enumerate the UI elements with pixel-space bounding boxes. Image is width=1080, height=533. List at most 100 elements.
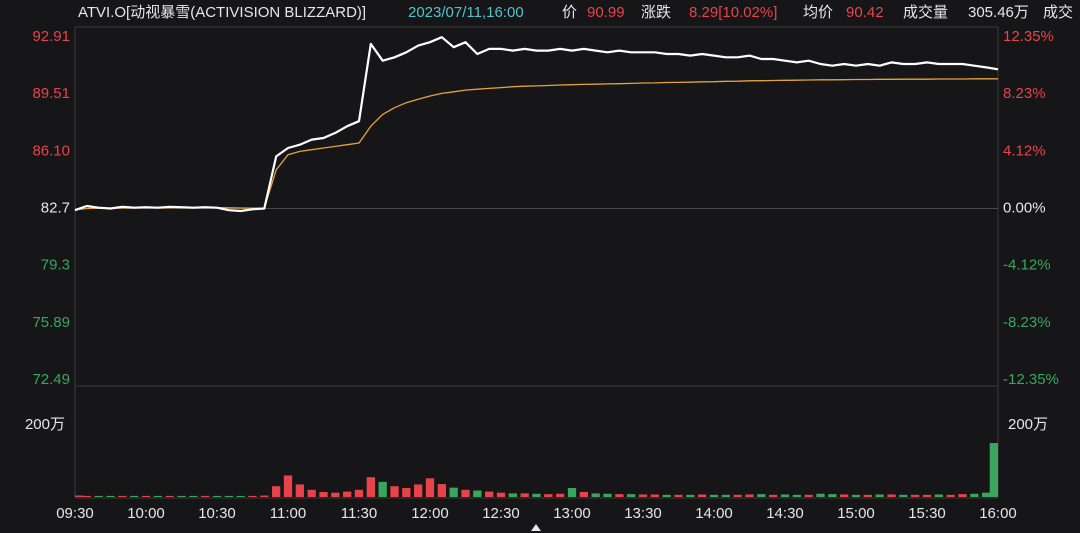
volume-bar <box>236 495 245 497</box>
volume-bar <box>615 494 624 497</box>
volume-bar <box>449 487 458 497</box>
volume-bar <box>627 494 636 497</box>
x-tick-label: 15:30 <box>908 505 946 522</box>
volume-bar <box>508 493 517 497</box>
volume-bar <box>650 494 659 497</box>
volume-bar <box>141 495 151 497</box>
volume-bar <box>579 491 588 497</box>
price-line <box>74 36 999 213</box>
y2-tick-label: -12.35% <box>1003 371 1059 388</box>
volume-bar <box>686 494 695 497</box>
x-tick-label: 15:00 <box>837 505 875 522</box>
volume-bar <box>75 495 84 497</box>
volume-bar <box>343 491 352 497</box>
volume-bar <box>828 494 837 497</box>
volume-bar <box>532 493 541 497</box>
volume-bar <box>989 443 998 497</box>
y-tick-label: 89.51 <box>32 85 70 102</box>
volume-bar <box>153 495 162 497</box>
volume-bar <box>591 493 600 497</box>
y2-tick-label: 12.35% <box>1003 28 1054 45</box>
volume-bar <box>733 494 742 497</box>
volume-bar <box>567 488 577 497</box>
y2-tick-label: 8.23% <box>1003 85 1046 102</box>
volume-bar <box>366 477 375 497</box>
header-label: 价 <box>562 4 577 21</box>
scroll-marker <box>531 524 541 531</box>
volume-bar <box>425 478 435 497</box>
x-tick-label: 12:00 <box>411 505 449 522</box>
volume-bar <box>402 488 411 497</box>
header-value: 90.42 <box>846 4 884 21</box>
volume-bar <box>792 494 801 497</box>
header-label: 成交量 <box>903 3 948 21</box>
y2-tick-label: 4.12% <box>1003 142 1046 159</box>
volume-bar <box>887 494 896 497</box>
header-label: 涨跌 <box>641 4 671 21</box>
x-tick-label: 16:00 <box>979 505 1017 522</box>
x-tick-label: 10:00 <box>127 505 165 522</box>
volume-bar <box>82 495 91 497</box>
volume-bar <box>780 494 790 497</box>
x-tick-label: 14:30 <box>766 505 804 522</box>
x-tick-label: 10:30 <box>198 505 236 522</box>
volume-bar <box>946 494 955 497</box>
header-label: 成交 <box>1043 3 1073 21</box>
header-value: 305.46万 <box>968 4 1029 21</box>
volume-bar <box>354 489 364 497</box>
volume-bar <box>556 493 565 497</box>
volume-bar <box>390 486 399 497</box>
volume-bar <box>757 494 766 497</box>
volume-bar <box>970 493 979 497</box>
y-tick-label: 86.10 <box>32 142 70 159</box>
header-value: 8.29[10.02%] <box>689 4 777 21</box>
volume-bar <box>698 494 707 497</box>
y-tick-label: 92.91 <box>32 28 70 45</box>
volume-bar <box>958 494 967 497</box>
volume-bar <box>94 495 103 497</box>
volume-bar <box>307 489 316 497</box>
header-label: 均价 <box>803 4 833 21</box>
volume-tick-label: 200万 <box>1008 416 1048 433</box>
volume-bar <box>769 494 778 497</box>
volume-bar <box>201 495 210 497</box>
average-line <box>74 78 998 211</box>
volume-bar <box>165 495 174 497</box>
volume-bar <box>520 493 529 497</box>
volume-bar <box>934 494 943 497</box>
volume-bar <box>745 494 754 497</box>
x-tick-label: 09:30 <box>56 505 94 522</box>
volume-bar <box>709 494 719 497</box>
volume-bar <box>130 495 139 497</box>
x-tick-label: 11:00 <box>270 505 306 522</box>
volume-bar <box>414 484 423 497</box>
volume-bar <box>378 481 387 497</box>
volume-bar <box>863 494 872 497</box>
y-tick-label: 75.89 <box>32 314 70 331</box>
volume-bar <box>875 494 884 497</box>
volume-bar <box>106 495 115 497</box>
header-timestamp: 2023/07/11,16:00 <box>408 4 524 21</box>
y-tick-label: 82.7 <box>41 199 70 216</box>
y2-tick-label: 0.00% <box>1003 199 1046 216</box>
volume-bar <box>662 494 671 497</box>
y2-tick-label: -4.12% <box>1003 257 1051 274</box>
header-title: ATVI.O[动视暴雪(ACTIVISION BLIZZARD)] <box>78 4 366 21</box>
x-tick-label: 14:00 <box>695 505 733 522</box>
volume-bar <box>638 494 648 497</box>
volume-bar <box>840 494 849 497</box>
volume-bar <box>118 495 127 497</box>
x-tick-label: 13:30 <box>624 505 662 522</box>
volume-bar <box>177 495 186 497</box>
volume-bar <box>674 494 683 497</box>
volume-bar <box>982 492 991 497</box>
volume-bar <box>721 494 730 497</box>
volume-bar <box>319 491 328 497</box>
volume-bar <box>260 495 269 497</box>
volume-bar <box>473 490 482 497</box>
volume-bar <box>544 494 553 497</box>
volume-bar <box>899 494 908 497</box>
volume-bar <box>212 495 222 497</box>
